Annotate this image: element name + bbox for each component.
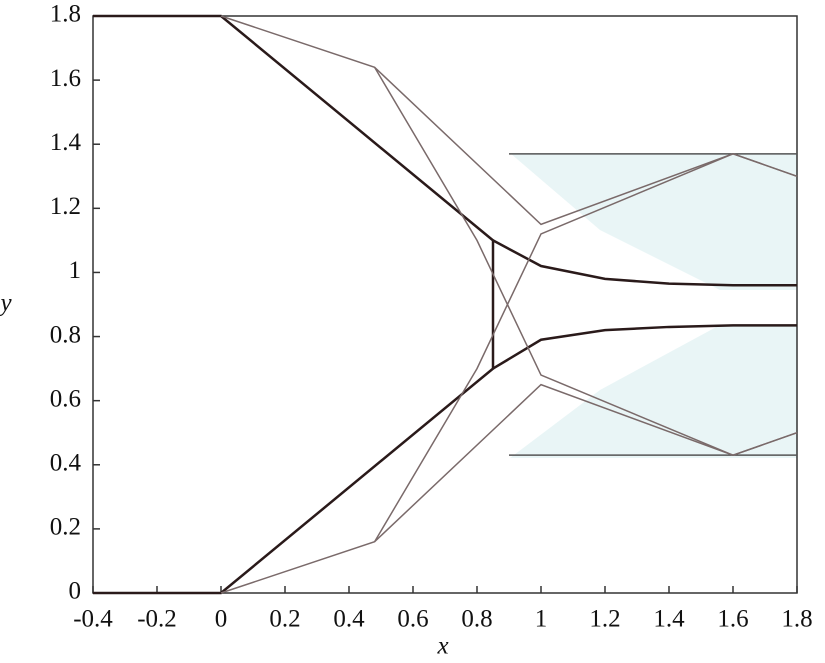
y-tick-label: 0.8 (50, 321, 81, 348)
plot-frame (92, 15, 798, 594)
x-tick-label: 0.2 (269, 606, 300, 633)
x-tick-label: 0.8 (461, 606, 492, 633)
y-tick-label: 0.4 (50, 450, 82, 477)
flow-shading (510, 153, 797, 458)
line-series (492, 324, 797, 370)
y-tick-label: 1.4 (50, 129, 82, 156)
line-series (492, 239, 797, 287)
y-tick-label: 1.2 (50, 193, 81, 220)
x-tick-label: 1.2 (589, 606, 620, 633)
y-tick-label: 1.8 (50, 1, 81, 28)
x-tick-label: 0 (215, 606, 228, 633)
x-tick-label: 1 (535, 606, 548, 633)
x-axis-label: x (436, 633, 448, 660)
x-tick-label: 1.4 (653, 606, 685, 633)
y-tick-label: 0.6 (50, 385, 81, 412)
y-tick-label: 0.2 (50, 514, 81, 541)
line-series (93, 14, 495, 595)
y-tick-label: 1.6 (50, 65, 81, 92)
y-tick-label: 1 (69, 257, 82, 284)
y-axis-label: y (0, 290, 12, 317)
line-series (220, 383, 798, 594)
x-tick-label: 0.4 (333, 606, 365, 633)
x-tick-label: 1.8 (781, 606, 812, 633)
flow-region (510, 325, 797, 458)
x-tick-label: -0.2 (137, 606, 177, 633)
x-tick-label: 1.6 (717, 606, 748, 633)
flow-region (510, 153, 797, 290)
line-series (373, 153, 798, 543)
x-tick-label: 0.6 (397, 606, 428, 633)
x-tick-label: -0.4 (73, 606, 113, 633)
y-tick-label: 0 (69, 578, 82, 605)
